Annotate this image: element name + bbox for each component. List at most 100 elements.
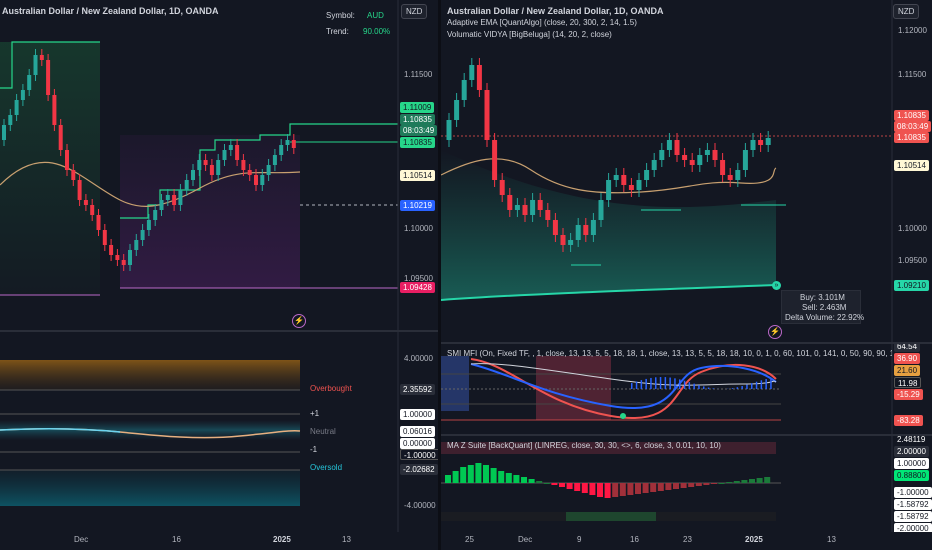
price-tag-upper: 1.11009 xyxy=(400,102,435,113)
candle-body xyxy=(46,60,51,95)
smi-tag: 36.90 xyxy=(894,353,921,364)
indicator-label[interactable]: Volumatic VIDYA [BigBeluga] (14, 20, 2, … xyxy=(447,30,612,39)
maz-tag: -1.00000 xyxy=(894,487,932,498)
smi-bar xyxy=(765,379,767,389)
candle-body xyxy=(8,115,13,125)
currency-button[interactable]: NZD xyxy=(893,4,920,19)
oscillator-line xyxy=(0,427,121,433)
candle-body xyxy=(2,125,6,140)
maz-bar xyxy=(733,481,740,483)
osc-tick: -4.00000 xyxy=(404,501,436,510)
maz-bar xyxy=(467,465,474,483)
smi-bar xyxy=(703,386,705,389)
left-oscillator-pane[interactable]: Overbought +1 Neutral -1 Oversold 4.0000… xyxy=(0,332,438,532)
sell-volume: Sell: 2.463M xyxy=(802,303,847,312)
candle-body xyxy=(644,170,650,180)
neg-one-tag: -1.00000 xyxy=(400,449,438,460)
trend-label: Trend: xyxy=(326,27,349,36)
value-tag: 0.06016 xyxy=(400,426,435,437)
candle-body xyxy=(52,95,57,125)
maz-tag: 1.00000 xyxy=(894,458,929,469)
candle-body xyxy=(476,65,482,90)
smi-label[interactable]: SMI MFI (On, Fixed TF, , 1, close, 13, 1… xyxy=(447,349,892,358)
time-tick: 25 xyxy=(465,535,474,544)
pane-divider[interactable] xyxy=(0,330,438,332)
maz-bar xyxy=(650,483,657,492)
price-tick: 1.09500 xyxy=(404,274,433,283)
candle-body xyxy=(590,220,596,235)
left-price-pane[interactable]: Australian Dollar / New Zealand Dollar, … xyxy=(0,0,438,330)
candle-body xyxy=(666,140,672,150)
right-price-pane[interactable]: Australian Dollar / New Zealand Dollar, … xyxy=(441,0,932,342)
vertical-divider[interactable] xyxy=(438,0,441,550)
price-tick: 1.12000 xyxy=(898,26,927,35)
maz-tag: -1.58792 xyxy=(894,499,932,510)
maz-bar xyxy=(597,483,603,497)
zero-tag: 0.00000 xyxy=(400,438,435,449)
candle-body xyxy=(235,145,240,160)
maz-bar xyxy=(589,483,596,495)
candle-body xyxy=(39,55,44,60)
candle-body xyxy=(20,90,25,100)
ema-tag: 1.10514 xyxy=(894,160,929,171)
candle-body xyxy=(83,200,88,205)
symbol-value: AUD xyxy=(367,11,384,20)
maz-bar xyxy=(574,483,581,491)
candle-body xyxy=(727,175,733,180)
smi-pane[interactable]: SMI MFI (On, Fixed TF, , 1, close, 13, 1… xyxy=(441,344,932,434)
pane-divider[interactable] xyxy=(441,434,932,436)
candle-body xyxy=(102,230,107,245)
smi-bar xyxy=(631,383,633,389)
buy-volume: Buy: 3.101M xyxy=(800,293,845,302)
maz-pane[interactable]: MA Z Suite [BackQuant] (LINREG, close, 3… xyxy=(441,436,932,532)
right-time-axis[interactable]: 25 Dec 9 16 23 2025 13 xyxy=(441,532,932,550)
countdown-tag: 08:03:49 xyxy=(400,125,438,136)
maz-tag: 2.48119 xyxy=(894,436,929,445)
os-tag: -2.02682 xyxy=(400,464,438,475)
low-tag: 1.09428 xyxy=(400,282,435,293)
maz-bar xyxy=(445,475,451,483)
ema-line xyxy=(0,161,301,208)
candle-body xyxy=(758,140,764,145)
smi-bar xyxy=(751,383,753,389)
countdown-tag: 08:03:49 xyxy=(894,121,932,132)
overbought-zone xyxy=(0,360,300,390)
candle-body xyxy=(545,210,551,220)
maz-bar xyxy=(741,480,748,483)
candle-body xyxy=(674,140,680,155)
candle-body xyxy=(613,175,619,180)
ema-tag: 1.10514 xyxy=(400,170,435,181)
candle-body xyxy=(291,140,296,148)
maz-bar xyxy=(581,483,588,493)
candle-body xyxy=(606,180,612,200)
smi-bar xyxy=(755,381,758,389)
maz-bar xyxy=(543,483,550,484)
candle-body xyxy=(583,225,589,235)
lightning-icon[interactable]: ⚡ xyxy=(292,314,306,328)
currency-button[interactable]: NZD xyxy=(401,4,428,19)
price-tick: 1.09500 xyxy=(898,256,927,265)
candle-body xyxy=(697,155,703,165)
smi-bar xyxy=(731,388,734,389)
maz-svg xyxy=(441,436,893,532)
left-time-axis[interactable]: Dec 16 2025 13 xyxy=(0,532,438,550)
maz-label[interactable]: MA Z Suite [BackQuant] (LINREG, close, 3… xyxy=(447,441,721,450)
indicator-label[interactable]: Adaptive EMA [QuantAlgo] (close, 20, 300… xyxy=(447,18,637,27)
maz-bar xyxy=(726,482,733,483)
maz-bar xyxy=(483,465,489,483)
one-tag: 1.00000 xyxy=(400,409,435,420)
pane-divider[interactable] xyxy=(441,342,932,344)
lightning-icon[interactable]: ⚡ xyxy=(768,325,782,339)
candle-body xyxy=(27,75,32,90)
smi-bar xyxy=(770,378,772,389)
maz-band xyxy=(441,512,776,521)
candle-body xyxy=(109,245,114,255)
candle-body xyxy=(254,175,258,185)
candle-body xyxy=(71,170,76,180)
mid-tag: 1.10219 xyxy=(400,200,435,211)
candle-body xyxy=(90,205,95,215)
time-tick: 2025 xyxy=(273,535,291,544)
maz-bar xyxy=(475,463,482,483)
maz-bar xyxy=(551,483,558,485)
minus-one-label: -1 xyxy=(310,445,318,454)
